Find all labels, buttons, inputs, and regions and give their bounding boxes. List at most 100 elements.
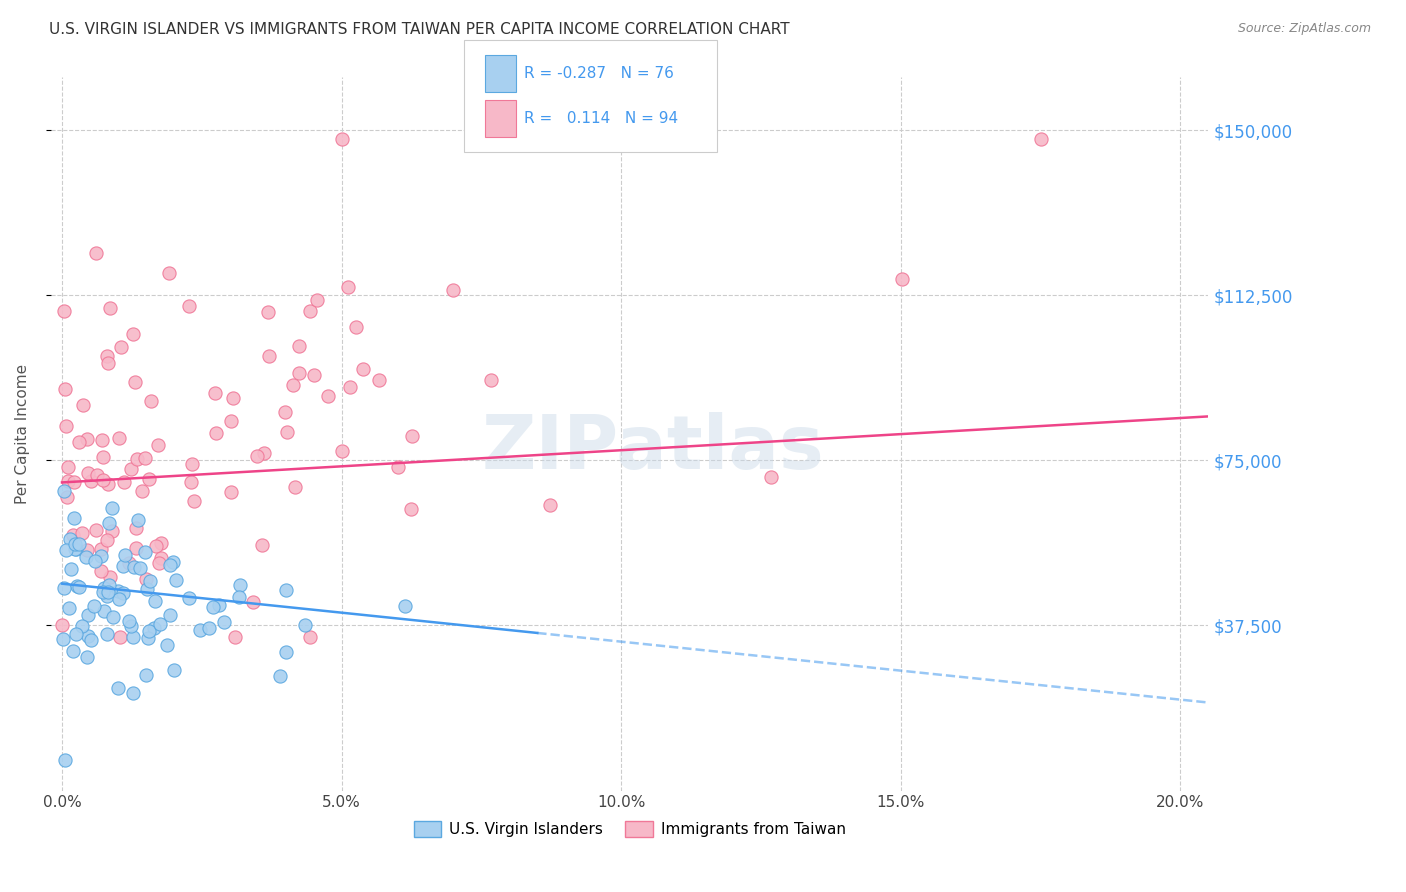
Point	[138, 472, 160, 486]
Point	[121, 327, 143, 342]
Point	[302, 368, 325, 383]
Point	[125, 541, 148, 555]
Point	[298, 630, 321, 644]
Point	[91, 473, 114, 487]
Point	[273, 404, 295, 418]
Point	[111, 586, 134, 600]
Point	[890, 272, 912, 286]
Point	[276, 645, 298, 659]
Point	[221, 485, 243, 500]
Point	[96, 589, 118, 603]
Point	[229, 578, 252, 592]
Point	[100, 524, 122, 538]
Text: U.S. VIRGIN ISLANDER VS IMMIGRANTS FROM TAIWAN PER CAPITA INCOME CORRELATION CHA: U.S. VIRGIN ISLANDER VS IMMIGRANTS FROM …	[49, 22, 790, 37]
Point	[330, 443, 353, 458]
Point	[76, 542, 98, 557]
Point	[204, 426, 226, 441]
Point	[112, 475, 135, 489]
Point	[242, 595, 264, 609]
Point	[159, 607, 181, 622]
Point	[55, 419, 77, 434]
Point	[98, 570, 121, 584]
Point	[339, 380, 361, 394]
Point	[180, 458, 202, 472]
Point	[83, 553, 105, 567]
Point	[96, 533, 118, 548]
Point	[101, 610, 124, 624]
Point	[136, 631, 159, 645]
Point	[150, 551, 173, 566]
Point	[58, 532, 80, 546]
Point	[97, 578, 120, 592]
Point	[401, 502, 423, 516]
Point	[135, 582, 157, 597]
Point	[96, 627, 118, 641]
Point	[166, 573, 188, 587]
Point	[58, 474, 80, 488]
Point	[97, 477, 120, 491]
Point	[274, 582, 297, 597]
Point	[97, 356, 120, 370]
Point	[1029, 132, 1052, 146]
Point	[56, 490, 79, 504]
Point	[58, 600, 80, 615]
Point	[298, 304, 321, 318]
Point	[93, 604, 115, 618]
Point	[294, 617, 316, 632]
Point	[107, 681, 129, 696]
Point	[111, 558, 134, 573]
Point	[214, 615, 236, 629]
Point	[76, 432, 98, 446]
Point	[759, 470, 782, 484]
Point	[93, 582, 115, 596]
Point	[479, 373, 502, 387]
Point	[208, 598, 231, 612]
Point	[90, 549, 112, 563]
Point	[76, 649, 98, 664]
Point	[53, 753, 76, 767]
Point	[394, 599, 416, 613]
Point	[157, 266, 180, 280]
Point	[122, 686, 145, 700]
Point	[56, 460, 79, 475]
Point	[66, 579, 89, 593]
Point	[228, 591, 250, 605]
Point	[204, 386, 226, 401]
Point	[122, 560, 145, 574]
Point	[162, 555, 184, 569]
Point	[135, 572, 157, 586]
Point	[288, 339, 311, 353]
Point	[72, 398, 94, 412]
FancyBboxPatch shape	[464, 40, 717, 152]
Point	[127, 451, 149, 466]
Point	[246, 450, 269, 464]
Point	[276, 425, 298, 440]
Y-axis label: Per Capita Income: Per Capita Income	[15, 364, 30, 504]
Point	[98, 301, 121, 316]
Point	[125, 520, 148, 534]
Point	[127, 513, 149, 527]
Point	[76, 608, 98, 623]
Point	[257, 349, 280, 363]
Point	[156, 638, 179, 652]
Point	[114, 549, 136, 563]
Text: R = -0.287   N = 76: R = -0.287 N = 76	[524, 66, 675, 81]
Point	[110, 630, 132, 644]
Point	[330, 132, 353, 146]
Point	[107, 584, 129, 599]
Point	[63, 542, 86, 557]
Point	[224, 630, 246, 644]
Point	[60, 562, 83, 576]
Point	[441, 283, 464, 297]
Point	[118, 614, 141, 628]
Point	[222, 391, 245, 405]
Point	[387, 459, 409, 474]
Point	[67, 435, 90, 450]
Point	[90, 542, 112, 557]
Point	[120, 462, 142, 476]
Point	[52, 632, 75, 646]
Point	[134, 545, 156, 559]
Point	[202, 599, 225, 614]
Point	[336, 280, 359, 294]
Point	[96, 349, 118, 363]
